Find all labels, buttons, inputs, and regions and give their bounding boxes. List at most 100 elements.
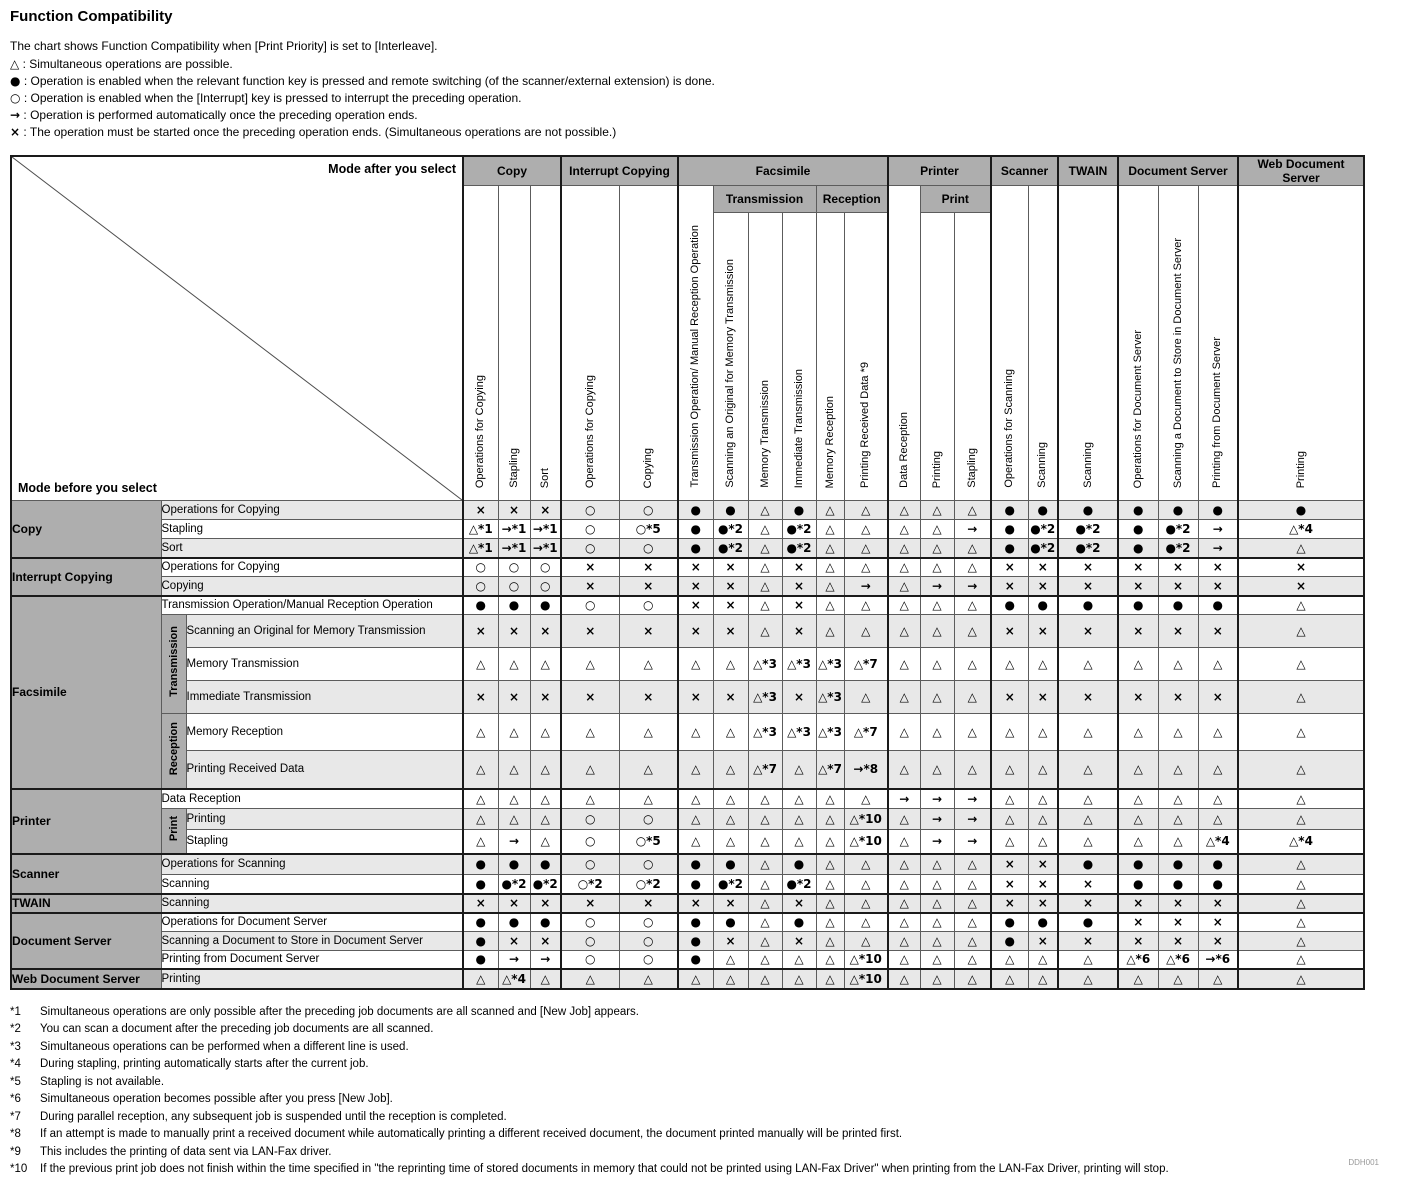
matrix-cell: × [1027, 576, 1059, 597]
legend-text: : Operation is performed automatically o… [23, 108, 418, 122]
matrix-cell: △ [919, 912, 955, 932]
matrix-cell: ○ [529, 557, 562, 577]
matrix-cell: ● [712, 912, 749, 932]
matrix-cell: △ [953, 931, 992, 951]
legend-item: ○ : Operation is enabled when the [Inter… [10, 90, 1427, 107]
matrix-cell: ●*2 [781, 874, 817, 895]
matrix-cell: △ [887, 912, 921, 932]
matrix-cell: × [1057, 874, 1119, 895]
matrix-cell: × [462, 893, 499, 914]
matrix-cell: ○*2 [560, 874, 620, 895]
footnote-number: *10 [10, 1163, 28, 1175]
matrix-cell: △ [1057, 950, 1119, 970]
matrix-cell: △ [990, 950, 1029, 970]
matrix-cell: △ [747, 500, 783, 520]
matrix-cell: △ [1157, 808, 1199, 830]
matrix-cell: × [677, 595, 714, 615]
matrix-cell: △ [887, 519, 921, 539]
matrix-cell: ○ [560, 519, 620, 539]
matrix-cell: × [497, 893, 531, 914]
matrix-cell: ● [1057, 853, 1119, 875]
matrix-cell: △ [1157, 647, 1199, 681]
matrix-cell: × [1057, 576, 1119, 597]
row-group-header: Interrupt Copying [10, 557, 162, 597]
symbol-legend: △ : Simultaneous operations are possible… [10, 56, 1427, 141]
legend-text: : Simultaneous operations are possible. [22, 57, 233, 71]
matrix-cell: △ [1027, 968, 1059, 989]
matrix-cell: ● [1157, 500, 1199, 520]
matrix-cell: △ [990, 788, 1029, 809]
matrix-cell: × [712, 557, 749, 577]
matrix-cell: ○*2 [618, 874, 679, 895]
matrix-cell: △ [747, 519, 783, 539]
matrix-cell: △*6 [1117, 950, 1159, 970]
matrix-cell: ○ [560, 500, 620, 520]
matrix-cell: △ [747, 931, 783, 951]
row-label: Operations for Scanning [160, 853, 464, 875]
matrix-cell: △ [462, 808, 499, 830]
matrix-cell: × [712, 931, 749, 951]
matrix-cell: △ [529, 713, 562, 751]
matrix-cell: × [560, 576, 620, 597]
matrix-cell: ● [462, 931, 499, 951]
compatibility-table: Mode after you select Mode before you sel… [10, 155, 1365, 990]
matrix-cell: △ [887, 576, 921, 597]
legend-symbol: × [10, 125, 21, 139]
footnote: *8 If an attempt is made to manually prin… [10, 1128, 1427, 1141]
matrix-cell: × [1117, 680, 1159, 714]
matrix-cell: △ [497, 808, 531, 830]
matrix-cell: △ [560, 968, 620, 989]
matrix-cell: △ [1057, 968, 1119, 989]
matrix-cell: △ [1057, 750, 1119, 790]
row-label: Scanning an Original for Memory Transmis… [185, 614, 464, 648]
matrix-cell: △ [747, 893, 783, 914]
matrix-cell: × [1237, 557, 1365, 577]
matrix-cell: △ [462, 713, 499, 751]
matrix-cell: → [1197, 519, 1239, 539]
matrix-cell: × [560, 557, 620, 577]
column-header: Printing Received Data *9 [843, 212, 889, 501]
row-label: Operations for Copying [160, 500, 464, 520]
matrix-cell: △ [1197, 713, 1239, 751]
matrix-cell: △ [953, 893, 992, 914]
matrix-cell: × [781, 576, 817, 597]
matrix-cell: ● [462, 595, 499, 615]
matrix-cell: ● [781, 500, 817, 520]
footnote: *6 Simultaneous operation becomes possibl… [10, 1093, 1427, 1106]
matrix-cell: ● [1057, 595, 1119, 615]
matrix-cell: △ [747, 874, 783, 895]
matrix-cell: △ [529, 829, 562, 855]
matrix-cell: △ [990, 647, 1029, 681]
matrix-cell: △ [919, 853, 955, 875]
matrix-cell: △ [815, 853, 845, 875]
matrix-cell: × [497, 614, 531, 648]
row-subgroup-label: Reception [160, 713, 187, 790]
matrix-cell: △ [815, 576, 845, 597]
matrix-cell: →*1 [529, 519, 562, 539]
matrix-cell: △ [990, 808, 1029, 830]
matrix-cell: × [990, 680, 1029, 714]
matrix-cell: △ [887, 808, 921, 830]
matrix-cell: △ [497, 788, 531, 809]
legend-symbol: ● [10, 74, 21, 88]
column-header: Memory Reception [815, 212, 845, 501]
matrix-cell: ○ [618, 853, 679, 875]
matrix-cell: ● [1237, 500, 1365, 520]
matrix-cell: ● [1117, 519, 1159, 539]
column-header: Transmission Operation/ Manual Reception… [677, 185, 714, 501]
matrix-cell: △ [560, 750, 620, 790]
matrix-cell: ● [462, 874, 499, 895]
matrix-cell: △ [953, 595, 992, 615]
matrix-cell: ● [677, 500, 714, 520]
matrix-cell: × [781, 557, 817, 577]
matrix-cell: △ [529, 750, 562, 790]
matrix-cell: × [990, 874, 1029, 895]
matrix-cell: × [1057, 893, 1119, 914]
legend-item: △ : Simultaneous operations are possible… [10, 56, 1427, 73]
matrix-cell: △ [953, 538, 992, 559]
matrix-cell: △ [677, 647, 714, 681]
matrix-cell: △ [843, 680, 889, 714]
mode-after-label: Mode after you select [328, 162, 456, 176]
matrix-cell: △ [747, 614, 783, 648]
